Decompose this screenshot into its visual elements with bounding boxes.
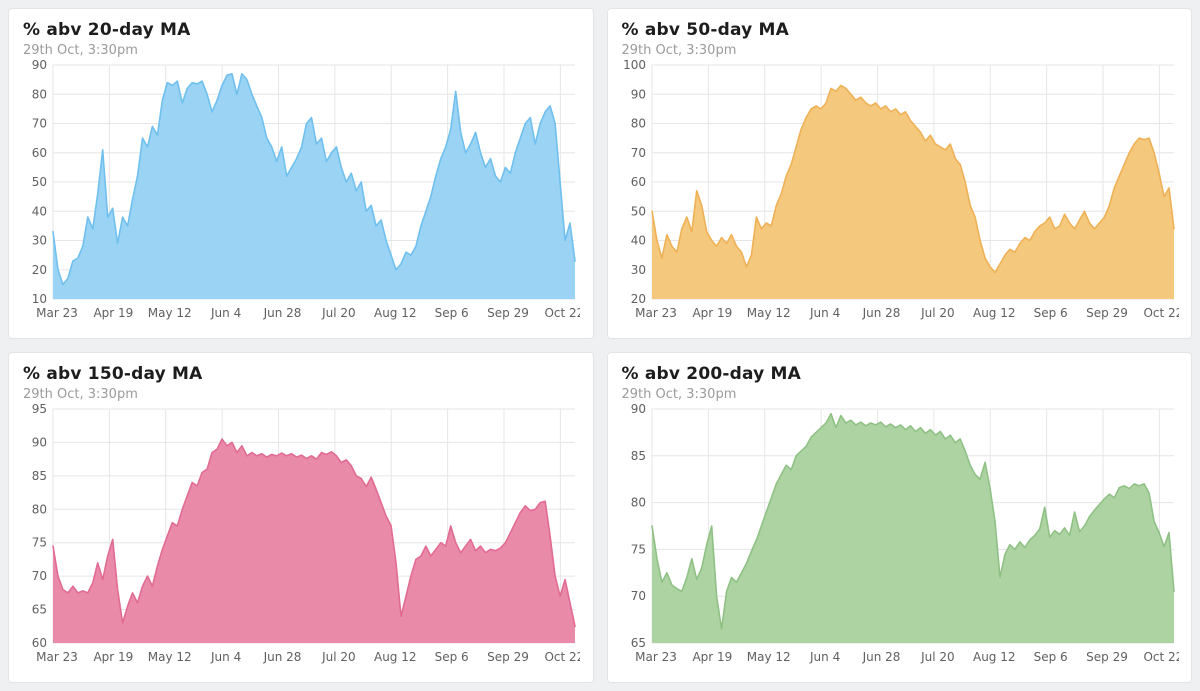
y-axis-tick-label: 40 <box>630 234 645 248</box>
chart-card-20day-ma: % abv 20-day MA 29th Oct, 3:30pm 90 80 70 6… <box>8 8 594 339</box>
area-series[interactable] <box>651 413 1174 643</box>
y-axis-tick-label: 85 <box>630 449 645 463</box>
x-axis-tick-label: Jun 28 <box>263 306 302 320</box>
y-axis-tick-label: 40 <box>32 204 47 218</box>
x-axis-tick-label: Mar 23 <box>635 306 677 320</box>
area-series[interactable] <box>53 73 575 299</box>
y-axis-tick-label: 10 <box>32 292 47 306</box>
y-axis-tick-label: 50 <box>630 204 645 218</box>
chart-title: % abv 200-day MA <box>621 364 802 384</box>
x-axis-tick-label: Aug 12 <box>972 306 1015 320</box>
x-axis-tick-label: Jun 4 <box>809 650 840 664</box>
area-series[interactable] <box>53 439 575 643</box>
x-axis-tick-label: Mar 23 <box>36 306 78 320</box>
x-axis-tick-label: Apr 19 <box>692 650 732 664</box>
x-axis-tick-label: May 12 <box>148 650 192 664</box>
y-axis-tick-label: 65 <box>630 636 645 650</box>
chart-card-150day-ma: % abv 150-day MA 29th Oct, 3:30pm 95 90 85… <box>8 352 594 683</box>
x-axis-tick-label: Jul 20 <box>920 306 955 320</box>
x-axis-tick-label: May 12 <box>148 306 192 320</box>
x-axis-tick-label: Sep 29 <box>487 306 529 320</box>
x-axis-tick-label: Jul 20 <box>920 650 955 664</box>
x-axis-tick-label: Jun 4 <box>210 650 241 664</box>
x-axis-tick-label: Jun 4 <box>210 306 241 320</box>
x-axis-tick-label: Jun 28 <box>861 306 900 320</box>
y-axis-tick-label: 20 <box>630 292 645 306</box>
chart-title: % abv 150-day MA <box>23 364 203 384</box>
x-axis-tick-label: Jun 4 <box>809 306 840 320</box>
chart-subtitle: 29th Oct, 3:30pm <box>621 43 737 58</box>
chart-card-200day-ma: % abv 200-day MA 29th Oct, 3:30pm 90 85 80… <box>606 352 1192 683</box>
x-axis-tick-label: Apr 19 <box>692 306 732 320</box>
x-axis-tick-label: Sep 6 <box>435 306 469 320</box>
y-axis-tick-label: 75 <box>630 542 645 556</box>
y-axis-tick-label: 90 <box>32 60 47 72</box>
x-axis-tick-label: Aug 12 <box>972 650 1015 664</box>
y-axis-tick-label: 75 <box>32 536 47 550</box>
area-series-line <box>52 73 576 286</box>
y-axis-tick-label: 80 <box>630 117 645 131</box>
y-axis-tick-label: 20 <box>32 263 47 277</box>
dashboard: % abv 20-day MA 29th Oct, 3:30pm 90 80 70 6… <box>8 8 1192 683</box>
y-axis-tick-label: 70 <box>32 569 47 583</box>
y-axis-tick-label: 100 <box>623 60 646 72</box>
x-axis-tick-label: Sep 6 <box>1033 650 1067 664</box>
area-series-line <box>52 438 576 628</box>
x-axis-tick-label: Oct 22 <box>1143 650 1179 664</box>
x-axis-tick-label: Apr 19 <box>93 306 133 320</box>
y-axis-tick-label: 30 <box>32 234 47 248</box>
x-axis-tick-label: Aug 12 <box>374 650 417 664</box>
x-axis-tick-label: Sep 29 <box>1086 306 1128 320</box>
y-axis-tick-label: 80 <box>630 496 645 510</box>
x-axis-tick-label: Sep 29 <box>487 650 529 664</box>
chart-subtitle: 29th Oct, 3:30pm <box>23 387 138 402</box>
y-axis-tick-label: 30 <box>630 263 645 277</box>
x-axis-tick-label: Mar 23 <box>635 650 677 664</box>
y-axis-tick-label: 90 <box>630 87 645 101</box>
y-axis-tick-label: 85 <box>32 469 47 483</box>
chart-title: % abv 50-day MA <box>621 20 789 40</box>
x-axis-tick-label: Oct 22 <box>544 650 580 664</box>
area-series-line <box>650 84 1175 274</box>
y-axis-tick-label: 90 <box>630 404 645 416</box>
x-axis-tick-label: Jul 20 <box>321 306 356 320</box>
y-axis-tick-label: 80 <box>32 502 47 516</box>
y-axis-tick-label: 70 <box>630 589 645 603</box>
y-axis-tick-label: 95 <box>32 404 47 416</box>
x-axis-tick-label: Oct 22 <box>544 306 580 320</box>
y-axis-tick-label: 50 <box>32 175 47 189</box>
y-axis-tick-label: 80 <box>32 87 47 101</box>
chart-subtitle: 29th Oct, 3:30pm <box>23 43 138 58</box>
chart-title: % abv 20-day MA <box>23 20 191 40</box>
area-series-line <box>650 412 1175 630</box>
x-axis-tick-label: Sep 6 <box>1033 306 1067 320</box>
chart-subtitle: 29th Oct, 3:30pm <box>621 387 737 402</box>
x-axis-tick-label: Jul 20 <box>321 650 356 664</box>
y-axis-tick-label: 70 <box>32 117 47 131</box>
x-axis-tick-label: May 12 <box>746 306 790 320</box>
x-axis-tick-label: Jun 28 <box>263 650 302 664</box>
x-axis-tick-label: Mar 23 <box>36 650 78 664</box>
x-axis-tick-label: Apr 19 <box>93 650 133 664</box>
y-axis-tick-label: 90 <box>32 435 47 449</box>
x-axis-tick-label: Aug 12 <box>374 306 417 320</box>
y-axis-tick-label: 60 <box>32 146 47 160</box>
y-axis-tick-label: 60 <box>32 636 47 650</box>
y-axis-tick-label: 70 <box>630 146 645 160</box>
x-axis-tick-label: Sep 6 <box>435 650 469 664</box>
x-axis-tick-label: Sep 29 <box>1086 650 1128 664</box>
area-series[interactable] <box>651 85 1174 300</box>
x-axis-tick-label: Jun 28 <box>861 650 900 664</box>
y-axis-tick-label: 65 <box>32 603 47 617</box>
chart-card-50day-ma: % abv 50-day MA 29th Oct, 3:30pm 100 90 80… <box>606 8 1192 339</box>
x-axis-tick-label: Oct 22 <box>1143 306 1179 320</box>
y-axis-tick-label: 60 <box>630 175 645 189</box>
x-axis-tick-label: May 12 <box>746 650 790 664</box>
